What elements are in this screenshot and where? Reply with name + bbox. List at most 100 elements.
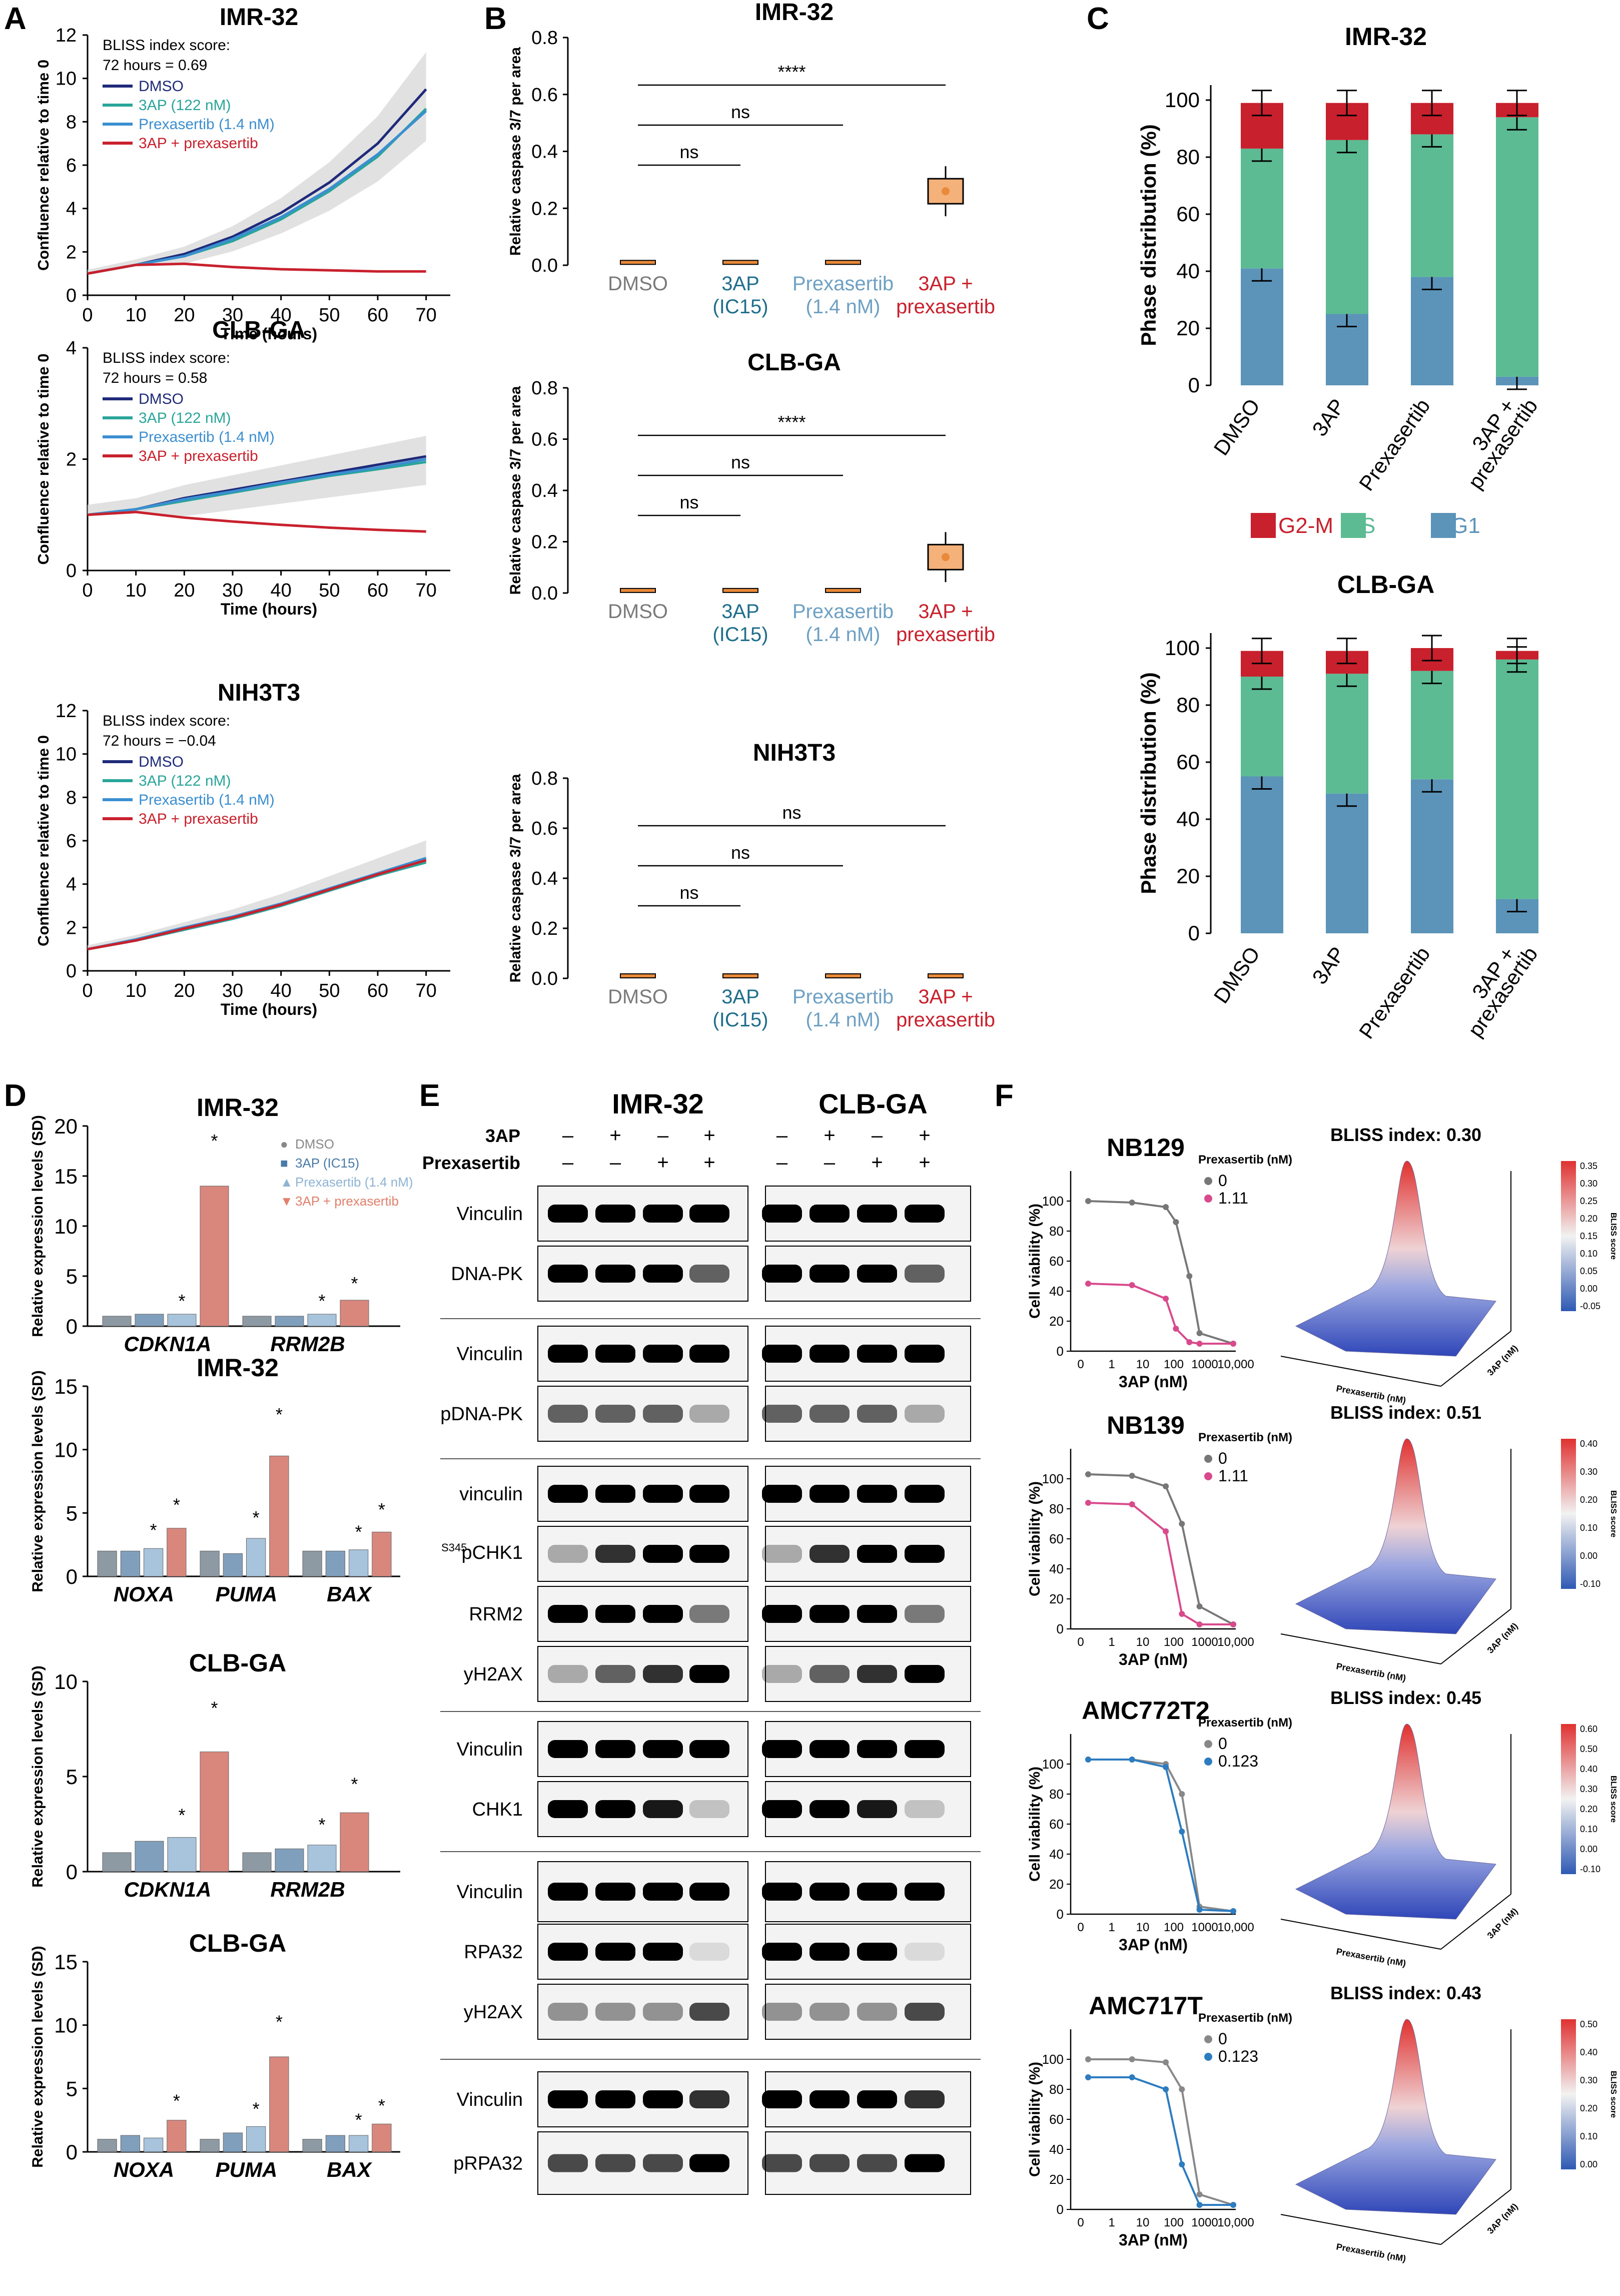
x-tick-label: 1000 <box>1191 1358 1218 1371</box>
legend-label: Prexasertib (1.4 nM) <box>139 429 275 445</box>
legend-title: Prexasertib (nM) <box>1198 1431 1292 1444</box>
x-category-label: DMSO <box>1209 394 1265 459</box>
legend-title: Prexasertib (nM) <box>1198 1153 1292 1167</box>
treatment-prex-label: Prexasertib <box>422 1153 520 1173</box>
blot-band <box>809 1883 850 1901</box>
bar-segment <box>1496 659 1538 899</box>
series-line-3 <box>87 859 427 951</box>
legend-label: 0.123 <box>1218 2047 1258 2065</box>
colorbar-tick: -0.10 <box>1580 1864 1600 1874</box>
significance-label: ns <box>731 842 750 863</box>
y-tick-label: 0 <box>1057 1344 1064 1359</box>
significance-star: * <box>355 1521 362 1542</box>
blot-band <box>643 1800 683 1818</box>
y-tick-label: 60 <box>1176 202 1200 226</box>
bliss-index: BLISS index: 0.43 <box>1330 1983 1481 2003</box>
expression-bar <box>102 1852 132 1872</box>
box <box>620 588 656 593</box>
chart-title: IMR-32 <box>755 0 834 26</box>
blot-band <box>689 1545 729 1563</box>
x-tick-label: 0 <box>82 580 93 601</box>
legend-label: G1 <box>1451 513 1480 538</box>
significance-star: * <box>178 1291 185 1311</box>
expression-bar <box>223 1553 243 1577</box>
x-category-label: 3AP <box>1307 394 1349 440</box>
x-axis-title: 3AP (nM) <box>1119 1373 1188 1391</box>
y-tick-label: 100 <box>1042 1757 1064 1772</box>
blot-band <box>857 2154 897 2172</box>
viability-point <box>1196 1341 1203 1347</box>
chart-title: NIH3T3 <box>218 680 300 706</box>
blot-band <box>689 1800 729 1818</box>
blot-band <box>905 1405 945 1423</box>
blot-band <box>689 1605 729 1623</box>
y-axis-title: Phase distribution (%) <box>1137 672 1160 894</box>
y-tick-label: 0 <box>1057 1907 1064 1922</box>
blot-band <box>905 1265 945 1283</box>
expression-bar <box>97 2139 117 2152</box>
legend-label: S <box>1361 513 1375 538</box>
legend-label: 1.11 <box>1218 1189 1248 1207</box>
expression-bar <box>135 1314 164 1327</box>
blot-label: Vinculin <box>457 2089 523 2110</box>
box <box>620 973 656 978</box>
blot-band <box>595 1883 635 1901</box>
x-tick-label: 50 <box>319 980 340 1001</box>
y-axis-title: Confluence relative to time 0 <box>35 60 52 271</box>
blot-band <box>762 1405 802 1423</box>
colorbar-label: BLISS score <box>1609 2071 1617 2118</box>
y-tick-label: 0.6 <box>531 818 558 839</box>
colorbar-label: BLISS score <box>1609 1490 1617 1537</box>
viability-point <box>1163 2086 1169 2092</box>
significance-star: * <box>355 2110 362 2130</box>
blot-band <box>809 1265 850 1283</box>
blot-band <box>809 1800 850 1818</box>
blot-band <box>689 2090 729 2108</box>
surface-axis <box>1440 1894 1511 1950</box>
blot-band <box>762 1205 802 1223</box>
y-axis-title: Relative expression levels (SD) <box>30 1665 46 1888</box>
y-tick-label: 20 <box>1176 864 1200 888</box>
blot-label: pRPA32 <box>453 2153 523 2174</box>
x-tick-label: 60 <box>367 580 388 601</box>
confidence-band <box>88 435 426 516</box>
lane-sign: – <box>776 1124 788 1146</box>
blot-label: yH2AX <box>464 2002 523 2023</box>
surface-y-label: 3AP (nM) <box>1485 1621 1520 1655</box>
box <box>722 973 758 978</box>
chart-title: CLB-GA <box>189 1929 286 1957</box>
y-axis-title: Relative caspase 3/7 per area <box>507 774 524 982</box>
category-label: prexasertib <box>896 624 995 646</box>
blot-band <box>548 2090 588 2108</box>
chart-title: CLB-GA <box>189 1649 286 1677</box>
bar-segment <box>1326 140 1368 314</box>
viability-point <box>1179 2161 1185 2167</box>
significance-label: ns <box>731 452 750 472</box>
bliss-index: BLISS index: 0.45 <box>1330 1687 1481 1708</box>
bliss-index: BLISS index: 0.51 <box>1330 1402 1481 1423</box>
bar-segment <box>1241 776 1283 933</box>
gene-label: RRM2B <box>270 1332 345 1356</box>
cell-line-label: CLB-GA <box>819 1088 928 1119</box>
expression-bar <box>242 1316 272 1327</box>
lane-sign: – <box>872 1124 883 1146</box>
blot-band <box>809 1740 850 1758</box>
y-tick-label: 8 <box>66 787 77 808</box>
colorbar-tick: 0.30 <box>1580 2075 1597 2085</box>
colorbar-tick: 0.20 <box>1580 1804 1597 1814</box>
blot-band <box>689 2003 729 2021</box>
category-label: Prexasertib <box>792 273 894 295</box>
category-label: (IC15) <box>712 296 768 318</box>
box <box>927 543 964 570</box>
surface-axis <box>1440 1331 1511 1387</box>
blot-label: vinculin <box>459 1484 523 1505</box>
blot-label: Vinculin <box>457 1344 523 1365</box>
y-tick-label: 6 <box>66 831 77 852</box>
bar-segment <box>1411 671 1453 780</box>
blot-band <box>548 1740 588 1758</box>
expression-bar <box>269 2056 289 2152</box>
viability-point <box>1163 1204 1169 1210</box>
colorbar-tick: 0.00 <box>1580 2159 1597 2169</box>
bliss-surface <box>1295 1724 1496 1920</box>
viability-point <box>1085 1281 1091 1287</box>
